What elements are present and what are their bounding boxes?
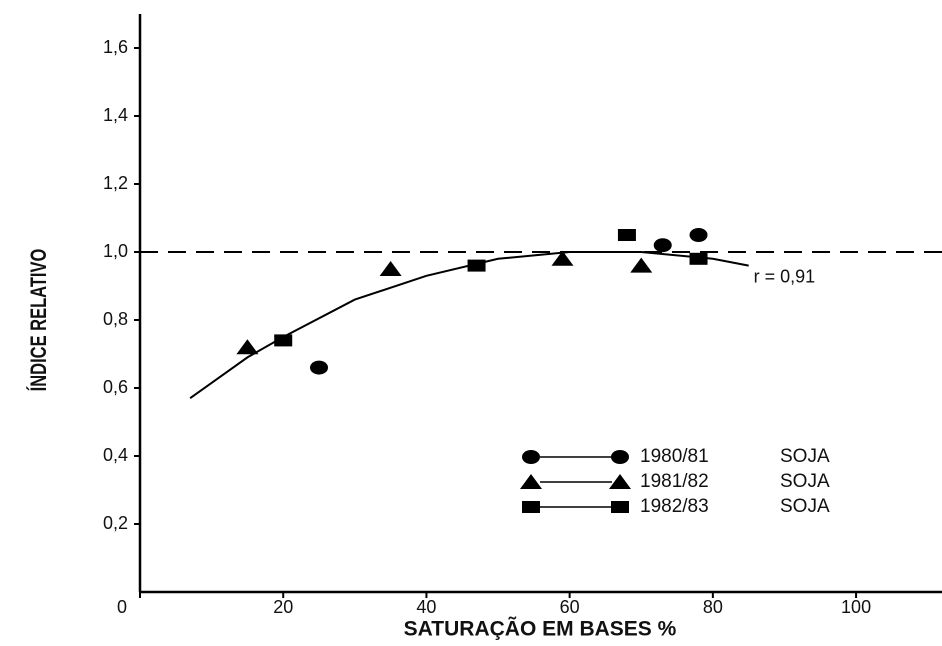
data-point — [551, 250, 574, 266]
legend-symbol — [609, 474, 631, 489]
data-point — [617, 229, 636, 241]
y-tick-label: 0,2 — [103, 513, 128, 533]
y-axis-label: ÍNDICE RELATIVO — [25, 249, 51, 392]
x-tick-label: 60 — [560, 597, 580, 617]
legend-label: 1981/82 — [640, 471, 709, 492]
data-point — [274, 334, 293, 347]
y-tick-label: 0,8 — [103, 309, 128, 329]
x-axis-label: SATURAÇÃO EM BASES % — [404, 618, 677, 641]
legend-symbol — [520, 474, 542, 489]
data-point — [310, 360, 329, 375]
x-tick-label: 20 — [273, 597, 293, 617]
y-tick-label: 0,4 — [103, 445, 128, 465]
data-point — [630, 257, 653, 273]
fit-curve — [189, 251, 749, 400]
legend-symbol — [522, 450, 540, 464]
data-point — [689, 228, 708, 242]
x-tick-label: 40 — [416, 597, 436, 617]
legend-label: 1982/83 — [640, 496, 709, 517]
x-tick-label: 0 — [117, 597, 127, 617]
legend-label: 1980/81 — [640, 446, 709, 467]
y-tick-label: 1,2 — [103, 173, 128, 193]
x-tick-label: 80 — [703, 597, 723, 617]
legend-crop: SOJA — [780, 496, 830, 517]
y-tick-label: 1,4 — [103, 105, 128, 125]
legend-symbol — [611, 501, 629, 513]
legend-crop: SOJA — [780, 446, 830, 467]
data-point — [467, 259, 486, 272]
x-tick-label: 100 — [841, 597, 871, 617]
y-tick-label: 1,0 — [103, 241, 128, 261]
data-point — [653, 238, 672, 253]
data-point — [379, 261, 402, 276]
y-tick-label: 0,6 — [103, 377, 128, 397]
y-tick-label: 1,6 — [103, 37, 128, 57]
data-point — [689, 252, 708, 265]
annotation: r = 0,91 — [754, 266, 816, 286]
legend-symbol — [611, 450, 629, 464]
legend-symbol — [522, 501, 540, 513]
legend-crop: SOJA — [780, 471, 830, 492]
data-point — [236, 339, 259, 355]
